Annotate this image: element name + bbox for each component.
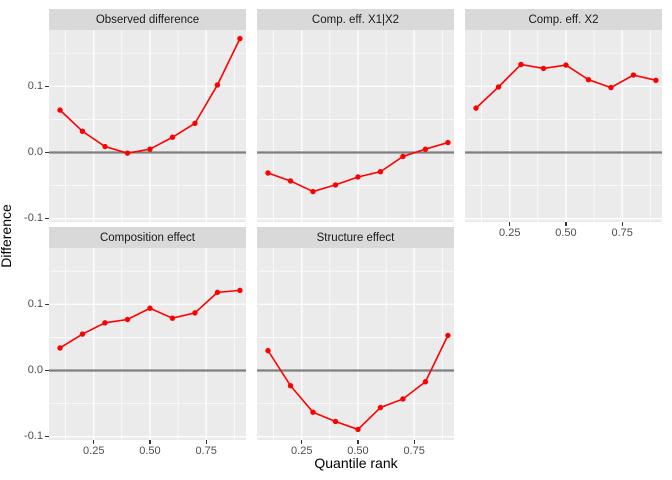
x-axis-tick-label: 0.75 [611, 227, 633, 239]
data-point [169, 315, 176, 321]
y-axis-tick-mark [45, 218, 49, 220]
data-point [124, 150, 131, 156]
y-axis-tick-mark [45, 85, 49, 87]
x-axis-tick-mark [413, 440, 415, 444]
panel-comp-eff-x2 [465, 30, 662, 222]
x-axis-tick-label: 0.50 [347, 445, 369, 457]
x-axis-tick-label: 0.25 [291, 445, 313, 457]
data-point [192, 120, 198, 127]
facet-strip-structure-effect: Structure effect [257, 227, 454, 248]
facet-strip-observed-difference: Observed difference [49, 9, 246, 30]
data-point [147, 146, 153, 152]
y-axis-title: Difference [0, 204, 14, 268]
y-axis-tick-label: 0.0 [27, 363, 43, 376]
data-point [355, 426, 361, 433]
data-point [540, 65, 547, 72]
data-point [445, 139, 451, 146]
data-point [265, 347, 271, 354]
data-point [422, 379, 429, 385]
data-point [124, 316, 131, 323]
data-point [79, 128, 86, 134]
panel-observed-difference [49, 30, 246, 222]
data-point [377, 168, 384, 175]
x-axis-tick-mark [205, 440, 207, 444]
y-axis-tick-label: 0.1 [27, 297, 43, 310]
x-axis-tick-label: 0.50 [555, 227, 577, 239]
data-point [445, 332, 451, 339]
y-axis-tick-mark [45, 369, 49, 372]
y-axis-tick-label: 0.0 [27, 145, 43, 158]
panel-structure-effect [257, 248, 454, 440]
x-axis-tick-label: 0.25 [499, 227, 521, 239]
x-axis-title: Quantile rank [314, 455, 398, 471]
data-point [608, 84, 614, 91]
x-axis-tick-mark [357, 440, 359, 444]
data-point [192, 310, 198, 316]
data-point [377, 404, 384, 411]
data-point [310, 409, 316, 415]
data-point [495, 84, 502, 90]
data-point [332, 182, 339, 188]
facet-strip-label: Observed difference [95, 13, 200, 26]
x-axis-tick-mark [149, 440, 151, 444]
data-point [518, 61, 524, 68]
x-axis-tick-label: 0.25 [83, 445, 105, 457]
data-point [355, 174, 361, 180]
data-point [214, 289, 221, 296]
data-point [585, 76, 592, 83]
facet-strip-label: Comp. eff. X2 [528, 13, 599, 26]
x-axis-tick-mark [301, 440, 303, 444]
data-point [147, 305, 153, 311]
x-axis-tick-mark [621, 222, 623, 226]
y-axis-tick-mark [45, 436, 49, 438]
data-point [287, 178, 294, 184]
y-axis-tick-mark [45, 303, 49, 305]
y-axis-tick-mark [45, 151, 49, 154]
data-point [630, 72, 637, 78]
x-axis-tick-label: 0.75 [403, 445, 425, 457]
data-point [332, 418, 339, 425]
panel-comp-eff-x1-x2 [257, 30, 454, 222]
facet-strip-composition-effect: Composition effect [49, 227, 246, 248]
y-axis-tick-label: -0.1 [24, 430, 43, 443]
data-point [57, 345, 63, 351]
data-point [400, 153, 406, 160]
data-point [102, 143, 108, 150]
panel-composition-effect [49, 248, 246, 440]
data-point [422, 146, 429, 152]
y-axis-tick-label: -0.1 [24, 212, 43, 225]
data-point [57, 107, 63, 113]
facet-strip-comp-eff-x2: Comp. eff. X2 [465, 9, 662, 30]
facet-strip-label: Structure effect [316, 231, 395, 244]
x-axis-tick-mark [565, 222, 567, 226]
data-point [214, 82, 221, 88]
x-axis-tick-label: 0.75 [195, 445, 217, 457]
data-point [265, 170, 271, 176]
y-axis-tick-label: 0.1 [27, 79, 43, 92]
data-point [310, 188, 316, 195]
data-point [287, 383, 294, 389]
facet-strip-label: Composition effect [99, 231, 196, 244]
data-point [563, 62, 569, 68]
data-point [653, 77, 659, 84]
facet-strip-comp-eff-x1-x2: Comp. eff. X1|X2 [257, 9, 454, 30]
x-axis-title-row: Quantile rank [0, 455, 672, 471]
x-axis-tick-mark [509, 222, 511, 226]
data-point [473, 105, 479, 111]
data-point [237, 287, 243, 294]
x-axis-tick-label: 0.50 [139, 445, 161, 457]
data-point [79, 331, 86, 337]
data-point [400, 396, 406, 402]
data-point [169, 134, 176, 140]
x-axis-tick-mark [93, 440, 95, 444]
data-point [237, 35, 243, 42]
data-point [102, 320, 108, 326]
facet-strip-label: Comp. eff. X1|X2 [311, 13, 400, 26]
